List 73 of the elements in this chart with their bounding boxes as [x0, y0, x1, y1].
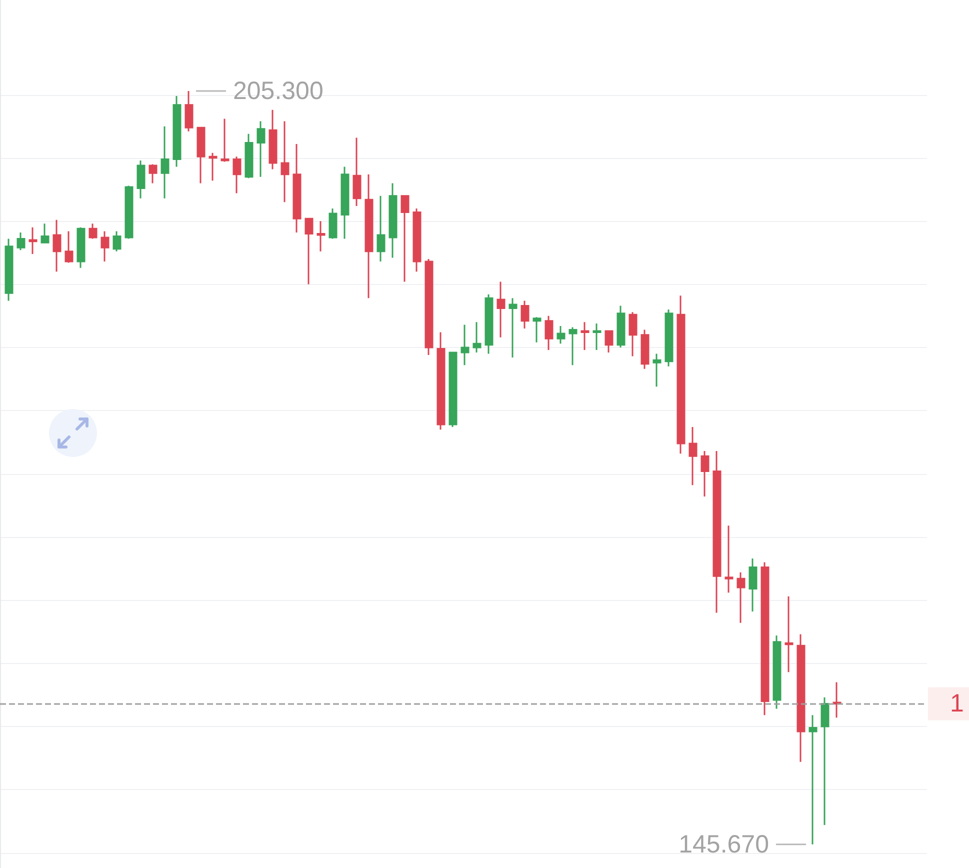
- candlestick: [148, 164, 158, 184]
- candlestick: [4, 238, 14, 302]
- candlestick: [316, 220, 326, 252]
- candlestick: [604, 330, 614, 354]
- candlestick: [376, 195, 386, 262]
- candlestick: [304, 218, 314, 286]
- candlestick: [244, 133, 254, 179]
- candlestick: [796, 634, 806, 763]
- candlestick: [232, 156, 242, 194]
- candlestick: [196, 126, 206, 184]
- candlestick: [628, 311, 638, 358]
- candlestick: [160, 126, 170, 200]
- candlestick: [40, 222, 50, 244]
- candlestick: [520, 300, 530, 330]
- candlestick: [712, 450, 722, 614]
- candlestick: [472, 321, 482, 354]
- candlestick: [568, 326, 578, 366]
- candlestick: [640, 329, 650, 370]
- candlestick: [268, 109, 278, 170]
- text: 1: [950, 690, 964, 718]
- candlestick: [784, 596, 794, 673]
- candlestick: [28, 226, 38, 255]
- candlestick: [424, 258, 434, 356]
- candlestick: [676, 294, 686, 454]
- candlestick: [508, 297, 518, 358]
- candlestick: [412, 208, 422, 272]
- candlestick: [496, 281, 506, 338]
- candlestick: [76, 226, 86, 269]
- annotation: 205.300: [233, 76, 324, 105]
- candlestick: [136, 160, 146, 200]
- candlestick: [736, 572, 746, 624]
- candlestick: [388, 182, 398, 258]
- candlestick: [220, 118, 230, 162]
- candlestick: [292, 143, 302, 234]
- candlestick: [16, 232, 26, 251]
- candlestick: [652, 353, 662, 388]
- candlestick: [532, 316, 542, 344]
- candlestick: [328, 208, 338, 240]
- candlestick: [748, 558, 758, 612]
- candlestick: [400, 195, 410, 283]
- candlestick: [460, 324, 470, 366]
- candlestick: [112, 230, 122, 252]
- candlestick: [100, 230, 110, 262]
- candlestick: [184, 90, 194, 132]
- candlestick: [280, 120, 290, 203]
- candlestick: [700, 450, 710, 498]
- candlestick: [172, 95, 182, 168]
- candlestick: [124, 184, 134, 240]
- candlestick: [436, 332, 446, 430]
- candlestick: [352, 136, 362, 207]
- candlestick: [484, 294, 494, 355]
- candlestick: [88, 222, 98, 240]
- candlestick: [208, 152, 218, 182]
- candlestick: [664, 308, 674, 368]
- candlestick: [340, 166, 350, 240]
- candlestick: [556, 325, 566, 344]
- candlestick: [592, 322, 602, 351]
- candlestick: [820, 696, 830, 826]
- candlestick: [760, 561, 770, 716]
- candlestick: [580, 321, 590, 351]
- candlestick: [544, 315, 554, 351]
- candlestick: [724, 524, 734, 594]
- candlestick: [772, 634, 782, 710]
- candlestick: [448, 352, 458, 428]
- candlestick: [688, 426, 698, 486]
- candlestick: [808, 714, 818, 846]
- annotation: 145.670: [678, 830, 769, 858]
- candlestick: [364, 174, 374, 299]
- candlestick: [256, 120, 266, 178]
- candlestick: [832, 682, 842, 718]
- candlestick: [64, 230, 74, 264]
- candlestick: [52, 219, 62, 272]
- candlestick: [616, 305, 626, 348]
